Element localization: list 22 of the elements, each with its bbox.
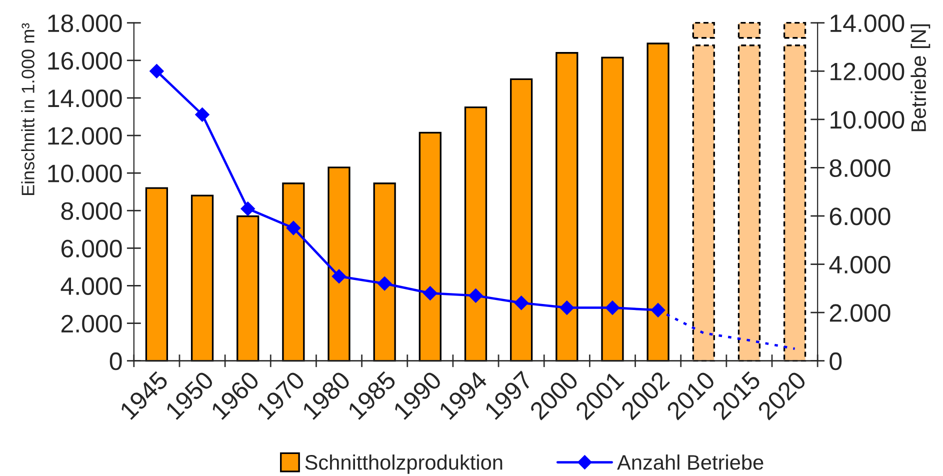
y2-tick-label: 0 — [830, 352, 842, 370]
y-tick-label: 10.000 — [48, 164, 122, 182]
y-tick-label: 18.000 — [48, 14, 122, 32]
y2-tick-label: 4.000 — [829, 256, 890, 274]
legend-label: Anzahl Betriebe — [617, 454, 764, 470]
y2-tick-label: 14.000 — [830, 14, 904, 32]
y2-tick-label: 12.000 — [830, 62, 904, 80]
y2-axis-title: Betriebe [N] — [910, 24, 930, 132]
y2-tick-label: 10.000 — [830, 111, 904, 129]
legend-label: Schnittholzproduktion — [305, 454, 502, 474]
y-tick-label: 16.000 — [48, 52, 122, 70]
y-tick-label: 0 — [110, 352, 122, 370]
y-tick-label: 14.000 — [48, 90, 122, 108]
y-tick-label: 6.000 — [62, 240, 122, 258]
y-tick-label: 2.000 — [62, 314, 122, 333]
y2-tick-label: 8.000 — [830, 159, 890, 177]
y-tick-label: 12.000 — [48, 127, 122, 145]
y-tick-label: 8.000 — [61, 202, 122, 220]
y-tick-label: 4.000 — [60, 277, 122, 296]
y2-tick-label: 2.000 — [830, 304, 890, 322]
y-axis-title: Einschnitt in 1.000 m³ — [21, 23, 34, 195]
y2-tick-label: 6.000 — [830, 208, 890, 226]
